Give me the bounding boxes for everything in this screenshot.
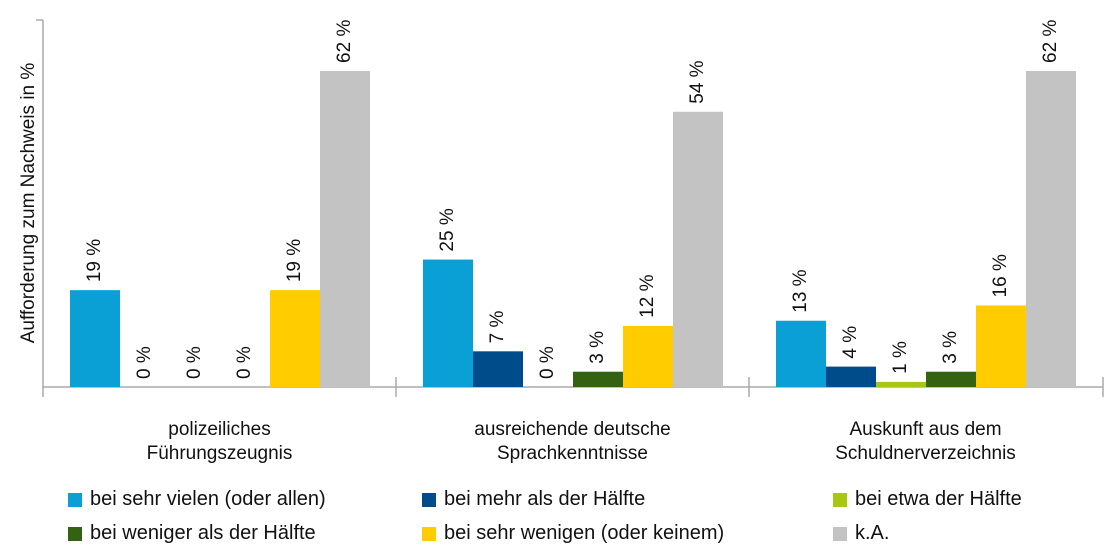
- value-label: 3 %: [587, 331, 608, 364]
- value-label: 16 %: [990, 254, 1011, 297]
- bar: [423, 259, 473, 387]
- value-label: 3 %: [940, 331, 961, 364]
- bar: [320, 70, 370, 387]
- legend-swatch: [68, 526, 82, 541]
- legend-label: bei mehr als der Hälfte: [444, 488, 646, 510]
- legend-swatch: [833, 492, 847, 507]
- value-label: 19 %: [284, 239, 305, 282]
- bar: [976, 305, 1026, 387]
- legend-item: k.A.: [833, 522, 889, 545]
- bar: [776, 320, 826, 387]
- bar: [573, 371, 623, 387]
- legend-label: bei weniger als der Hälfte: [90, 522, 316, 544]
- value-label: 62 %: [1040, 20, 1061, 63]
- x-tick-label: ausreichende deutsche Sprachkenntnisse: [474, 419, 671, 464]
- bar: [270, 290, 320, 387]
- bar: [1026, 70, 1076, 387]
- legend-item: bei mehr als der Hälfte: [422, 488, 645, 511]
- legend-label: k.A.: [855, 522, 890, 544]
- bar: [70, 290, 120, 387]
- value-label: 4 %: [840, 326, 861, 359]
- value-label: 0 %: [184, 346, 205, 379]
- bar: [826, 366, 876, 387]
- value-label: 25 %: [437, 208, 458, 251]
- value-label: 0 %: [134, 346, 155, 379]
- legend-label: bei etwa der Hälfte: [855, 488, 1022, 510]
- legend-item: bei sehr wenigen (oder keinem): [422, 522, 724, 545]
- value-label: 7 %: [487, 310, 508, 343]
- bar: [473, 351, 523, 387]
- value-label: 0 %: [234, 346, 255, 379]
- bar: [673, 111, 723, 387]
- value-label: 12 %: [637, 274, 658, 317]
- legend-item: bei sehr vielen (oder allen): [68, 488, 326, 511]
- value-label: 54 %: [687, 60, 708, 103]
- value-label: 13 %: [790, 269, 811, 312]
- value-label: 1 %: [890, 341, 911, 374]
- legend-item: bei weniger als der Hälfte: [68, 522, 316, 545]
- value-label: 19 %: [84, 239, 105, 282]
- value-label: 0 %: [537, 346, 558, 379]
- legend-swatch: [68, 492, 82, 507]
- legend-label: bei sehr vielen (oder allen): [90, 488, 326, 510]
- value-label: 62 %: [334, 20, 355, 63]
- legend-label: bei sehr wenigen (oder keinem): [444, 522, 725, 544]
- legend-item: bei etwa der Hälfte: [833, 488, 1022, 511]
- legend-swatch: [422, 526, 436, 541]
- bar: [623, 325, 673, 387]
- x-tick-label: polizeiliches Führungszeugnis: [146, 419, 293, 464]
- bar: [926, 371, 976, 387]
- y-axis-label: Aufforderung zum Nachweis in %: [18, 63, 39, 344]
- bar: [876, 381, 926, 387]
- legend-swatch: [422, 492, 436, 507]
- legend-swatch: [833, 526, 847, 541]
- x-tick-label: Auskunft aus dem Schuldnerverzeichnis: [835, 419, 1016, 464]
